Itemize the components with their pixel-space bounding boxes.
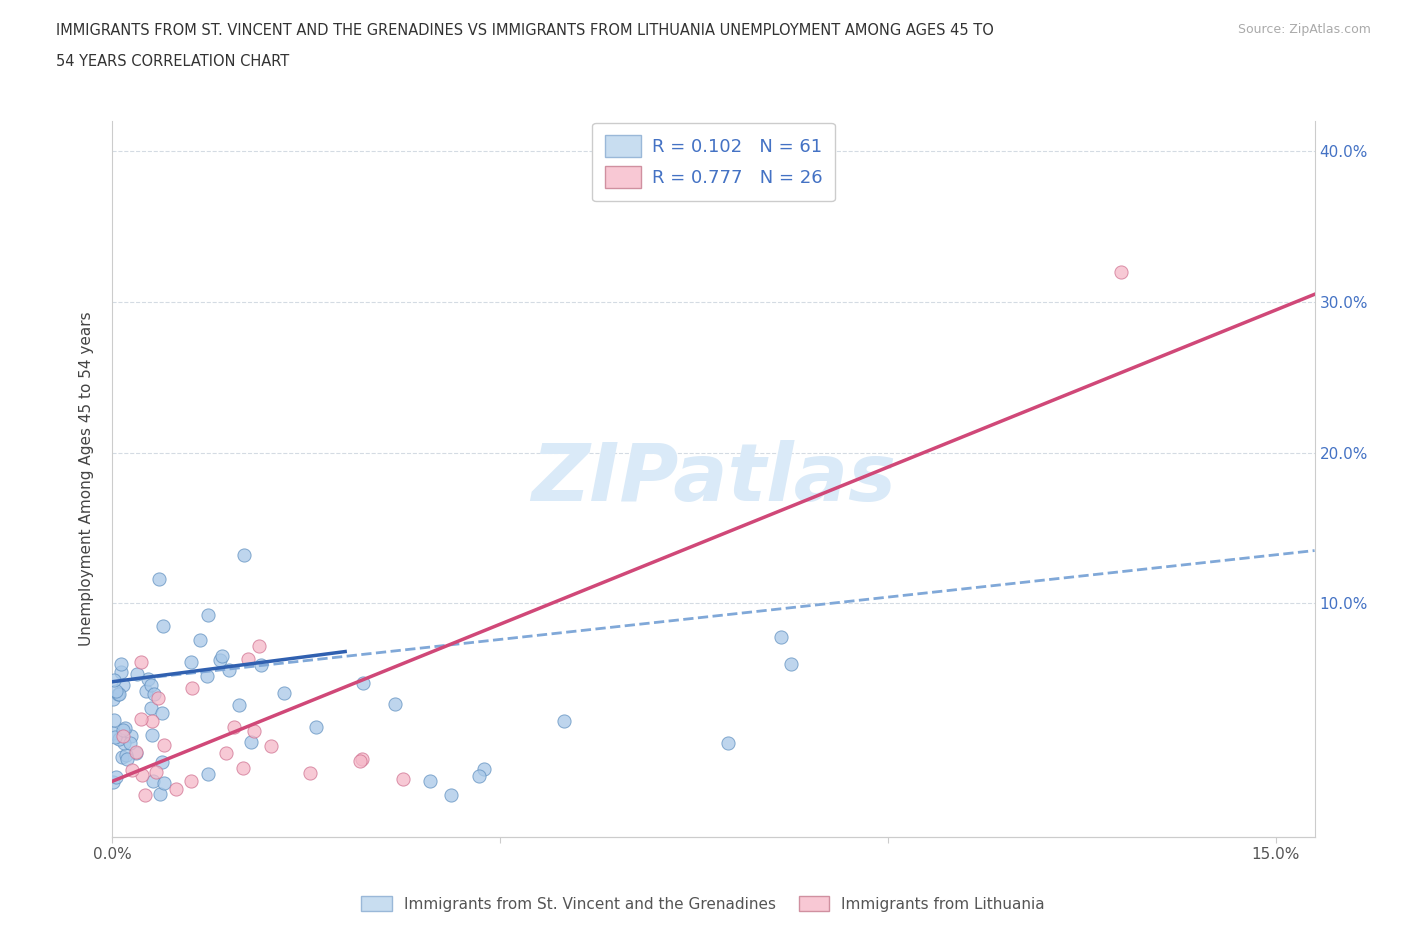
Point (115, 751, 138, 766)
Point (103, 712, 125, 727)
Point (139, 700, 162, 715)
Point (111, 750, 134, 764)
Point (218, 662, 240, 677)
Text: ZIPatlas: ZIPatlas (531, 440, 896, 518)
Point (250, 658, 273, 672)
Point (110, 657, 132, 671)
Point (242, 724, 264, 738)
Point (232, 548, 254, 563)
Point (148, 572, 170, 587)
Legend: Immigrants from St. Vincent and the Grenadines, Immigrants from Lithuania: Immigrants from St. Vincent and the Gren… (354, 889, 1052, 918)
Point (153, 776, 176, 790)
Point (232, 761, 254, 776)
Point (247, 638, 270, 653)
Point (107, 731, 129, 746)
Point (111, 729, 134, 744)
Point (419, 774, 441, 789)
Point (125, 745, 148, 760)
Point (717, 736, 740, 751)
Point (352, 751, 374, 766)
Point (352, 675, 374, 690)
Point (131, 768, 153, 783)
Text: 54 YEARS CORRELATION CHART: 54 YEARS CORRELATION CHART (56, 54, 290, 69)
Point (141, 713, 163, 728)
Point (181, 681, 204, 696)
Point (349, 754, 371, 769)
Point (222, 720, 245, 735)
Point (553, 714, 575, 729)
Point (135, 684, 157, 698)
Point (129, 655, 152, 670)
Point (197, 766, 219, 781)
Point (148, 690, 170, 705)
Point (188, 632, 211, 647)
Point (145, 764, 167, 779)
Point (112, 723, 135, 737)
Point (195, 669, 218, 684)
Point (142, 774, 165, 789)
Point (115, 748, 138, 763)
Point (149, 787, 172, 802)
Point (197, 607, 219, 622)
Point (121, 763, 143, 777)
Text: Source: ZipAtlas.com: Source: ZipAtlas.com (1237, 23, 1371, 36)
Point (472, 762, 495, 777)
Point (228, 698, 250, 713)
Point (208, 653, 231, 668)
Point (114, 721, 136, 736)
Point (129, 711, 152, 726)
Point (103, 774, 125, 789)
Point (118, 735, 141, 750)
Point (141, 677, 163, 692)
Point (127, 667, 149, 682)
Point (107, 686, 129, 701)
Point (101, 726, 124, 741)
Point (134, 788, 156, 803)
Point (112, 678, 135, 693)
Point (236, 652, 259, 667)
Point (769, 630, 792, 644)
Point (120, 729, 142, 744)
Point (180, 654, 202, 669)
Y-axis label: Unemployment Among Ages 45 to 54 years: Unemployment Among Ages 45 to 54 years (79, 312, 94, 646)
Point (180, 774, 202, 789)
Point (468, 769, 491, 784)
Point (112, 736, 135, 751)
Point (101, 691, 124, 706)
Point (105, 769, 128, 784)
Point (384, 697, 406, 711)
Point (143, 686, 166, 701)
Point (141, 728, 163, 743)
Point (780, 657, 803, 671)
Point (152, 618, 174, 633)
Point (125, 744, 148, 759)
Legend: R = 0.102   N = 61, R = 0.777   N = 26: R = 0.102 N = 61, R = 0.777 N = 26 (592, 123, 835, 201)
Point (105, 684, 128, 698)
Point (150, 754, 173, 769)
Text: IMMIGRANTS FROM ST. VINCENT AND THE GRENADINES VS IMMIGRANTS FROM LITHUANIA UNEM: IMMIGRANTS FROM ST. VINCENT AND THE GREN… (56, 23, 994, 38)
Point (211, 649, 233, 664)
Point (136, 671, 159, 686)
Point (165, 781, 187, 796)
Point (298, 765, 321, 780)
Point (108, 686, 131, 701)
Point (305, 720, 328, 735)
Point (1109, 264, 1132, 279)
Point (150, 705, 173, 720)
Point (104, 729, 127, 744)
Point (153, 737, 176, 752)
Point (103, 673, 125, 688)
Point (260, 739, 283, 754)
Point (392, 772, 415, 787)
Point (215, 746, 238, 761)
Point (239, 735, 262, 750)
Point (440, 788, 463, 803)
Point (273, 685, 295, 700)
Point (110, 664, 132, 679)
